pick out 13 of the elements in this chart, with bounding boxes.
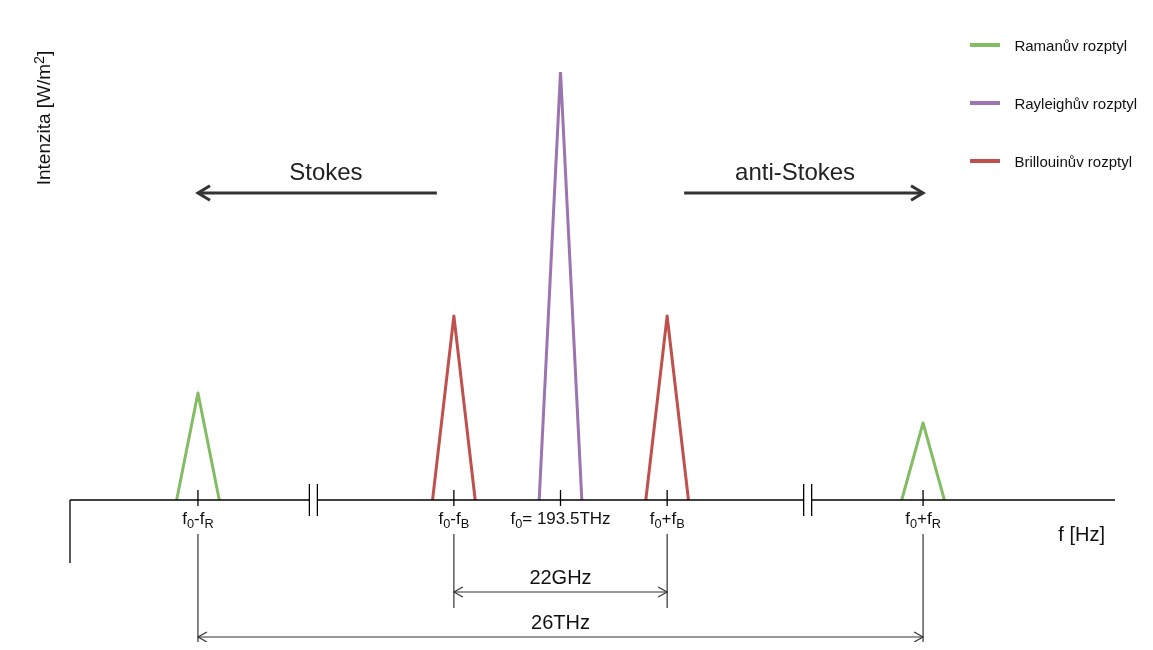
x-tick-label: f$_{0}$= 193.5THz [510,509,611,531]
x-tick-label: f$_{0}$+f$_{B}$ [649,509,685,531]
x-tick-label: f$_{0}$-f$_{B}$ [438,509,470,531]
x-tick-label: f$_{0}$+f$_{R}$ [905,509,941,531]
legend-label: Rayleighův rozptyl [1014,94,1137,112]
annotation: anti-Stokes [735,158,856,185]
text: 22GHz [529,566,592,588]
x-axis-title: f [Hz] [1058,523,1105,545]
x-tick-label: f$_{0}$-f$_{R}$ [182,509,214,531]
legend-label: Brillouinův rozptyl [1014,152,1132,170]
legend-label: Ramanův rozptyl [1014,36,1127,54]
annotation: Stokes [289,158,363,185]
text: 26THz [531,611,590,633]
